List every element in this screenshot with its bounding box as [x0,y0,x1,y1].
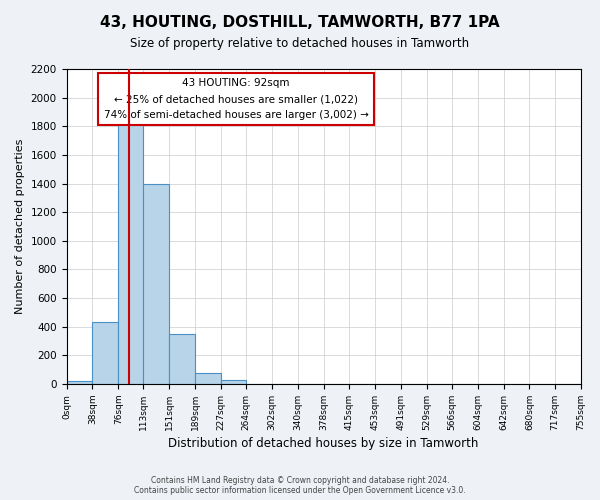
Bar [92,322,118,384]
Bar [118,125,143,384]
Bar [221,380,246,384]
Y-axis label: Number of detached properties: Number of detached properties [15,139,25,314]
Bar [143,184,169,384]
Text: 43 HOUTING: 92sqm
← 25% of detached houses are smaller (1,022)
74% of semi-detac: 43 HOUTING: 92sqm ← 25% of detached hous… [104,78,368,120]
Text: Size of property relative to detached houses in Tamworth: Size of property relative to detached ho… [130,38,470,51]
X-axis label: Distribution of detached houses by size in Tamworth: Distribution of detached houses by size … [169,437,479,450]
Text: 43, HOUTING, DOSTHILL, TAMWORTH, B77 1PA: 43, HOUTING, DOSTHILL, TAMWORTH, B77 1PA [100,15,500,30]
Text: Contains HM Land Registry data © Crown copyright and database right 2024.
Contai: Contains HM Land Registry data © Crown c… [134,476,466,495]
Bar [195,373,221,384]
Bar [67,381,92,384]
Bar [169,334,195,384]
